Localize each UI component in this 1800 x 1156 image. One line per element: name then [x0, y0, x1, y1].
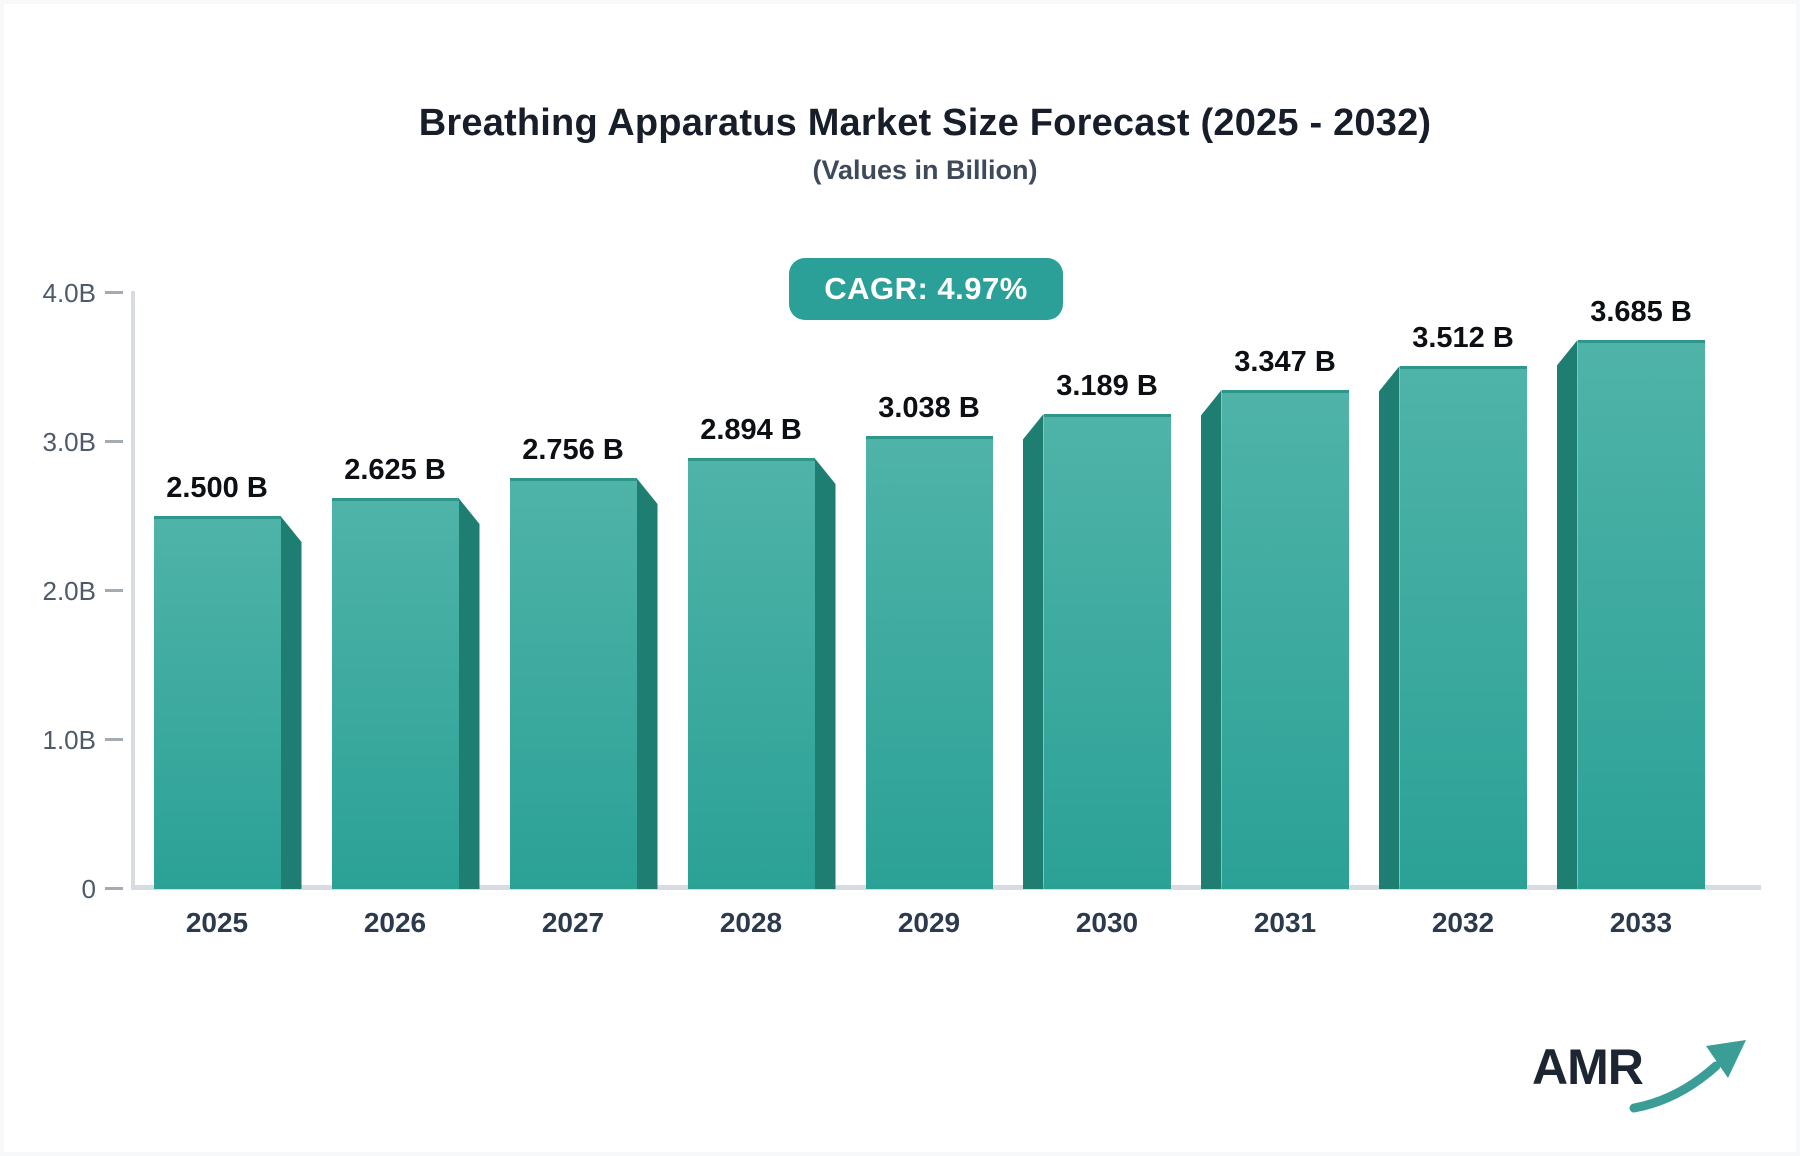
- bar: 2.756 B: [509, 434, 658, 889]
- bar-side-left: [1556, 340, 1578, 889]
- bar-value-label: 3.347 B: [1234, 346, 1336, 378]
- chart-title: Breathing Apparatus Market Size Forecast…: [418, 102, 1432, 144]
- bar-face: [687, 458, 815, 889]
- bar: 3.347 B: [1200, 346, 1349, 889]
- y-tick-label: 0: [81, 874, 96, 904]
- x-tick-label: 2027: [541, 907, 605, 938]
- bar-face: [1221, 390, 1349, 889]
- bar-value-label: 2.894 B: [700, 414, 802, 446]
- bar-chart: 0 1.0B 2.0B 3.0B 4.0B 2.500 B 2.625 B 2.756 B 2…: [4, 4, 1796, 1152]
- y-tick-dash: [105, 291, 123, 294]
- bar-value-label: 3.038 B: [878, 392, 980, 424]
- y-tick-label: 1.0B: [42, 725, 97, 755]
- bar-side-right: [636, 478, 658, 889]
- cagr-badge: CAGR: 4.97%: [789, 258, 1063, 320]
- chart-subtitle: (Values in Billion): [812, 155, 1038, 185]
- bar-face: [509, 478, 637, 889]
- x-tick-label: 2032: [1431, 907, 1495, 938]
- bar-side-left: [1378, 366, 1400, 889]
- bar-value-label: 2.500 B: [166, 472, 268, 504]
- bar-face: [865, 436, 993, 889]
- bar-face: [153, 516, 281, 889]
- bar: 2.500 B: [153, 472, 302, 889]
- bar-face: [1043, 414, 1171, 889]
- y-tick-label: 2.0B: [42, 576, 97, 606]
- x-tick-label: 2025: [185, 907, 249, 938]
- y-tick-dash: [105, 887, 123, 890]
- bar: 3.189 B: [1022, 370, 1171, 889]
- y-tick-dash: [105, 738, 123, 741]
- bar: 3.685 B: [1556, 296, 1705, 889]
- bar-face: [331, 498, 459, 889]
- y-tick-dash: [105, 440, 123, 443]
- bar-side-left: [1022, 414, 1044, 889]
- y-axis-line: [131, 291, 135, 887]
- bar-face: [1399, 366, 1527, 889]
- bar-value-label: 3.685 B: [1590, 296, 1692, 328]
- x-tick-label: 2030: [1075, 907, 1139, 938]
- bar-value-label: 2.756 B: [522, 434, 624, 466]
- bar-side-right: [814, 458, 836, 889]
- bar-value-label: 2.625 B: [344, 454, 446, 486]
- bar: 3.038 B: [865, 392, 993, 889]
- bar-value-label: 3.512 B: [1412, 322, 1514, 354]
- bar-face: [1577, 340, 1705, 889]
- y-tick-dash: [105, 589, 123, 592]
- x-tick-label: 2029: [897, 907, 961, 938]
- bar: 2.894 B: [687, 414, 836, 889]
- amr-logo: AMR: [1532, 1036, 1762, 1126]
- x-tick-label: 2028: [719, 907, 783, 938]
- amr-logo-text: AMR: [1532, 1039, 1644, 1095]
- bar-side-right: [280, 516, 302, 889]
- bar-value-label: 3.189 B: [1056, 370, 1158, 402]
- y-tick-label: 4.0B: [42, 278, 97, 308]
- bar-side-left: [1200, 390, 1222, 889]
- growth-arrow-icon: [1629, 1040, 1746, 1113]
- x-tick-label: 2026: [363, 907, 427, 938]
- bar-side-right: [458, 498, 480, 889]
- bar: 3.512 B: [1378, 322, 1527, 889]
- bar: 2.625 B: [331, 454, 480, 889]
- y-tick-label: 3.0B: [42, 427, 97, 457]
- x-tick-label: 2031: [1253, 907, 1317, 938]
- x-tick-label: 2033: [1609, 907, 1673, 938]
